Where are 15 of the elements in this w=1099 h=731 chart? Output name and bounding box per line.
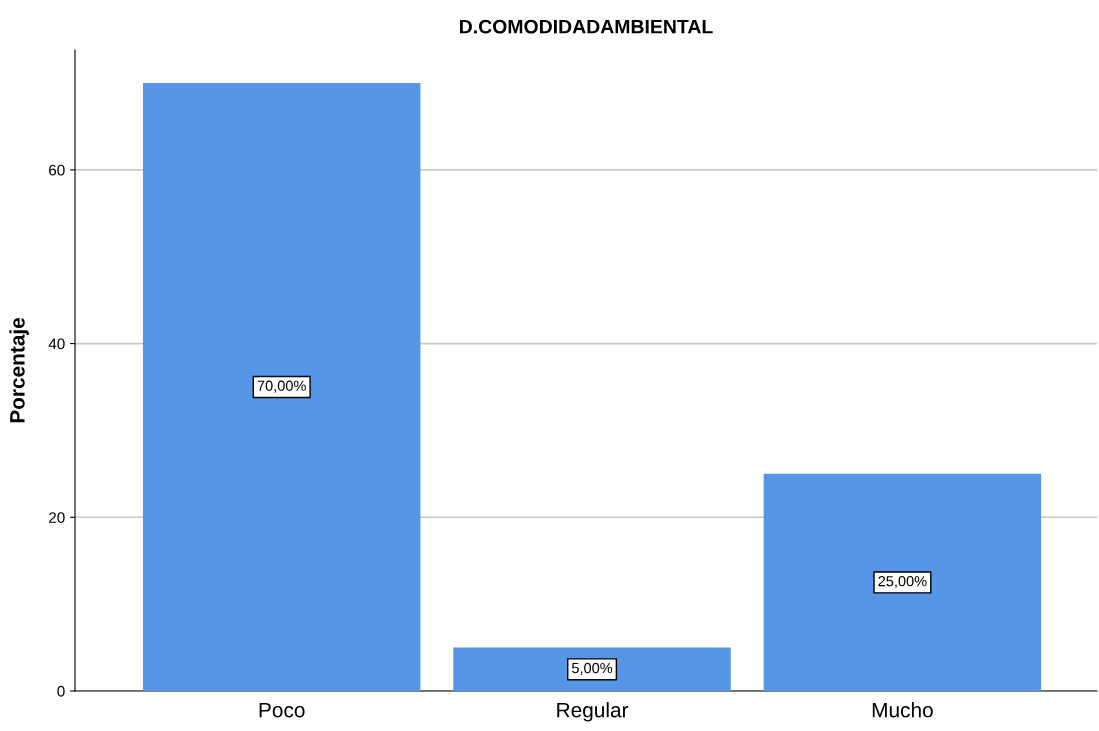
x-tick-label: Regular — [557, 702, 629, 722]
y-tick-label: 0 — [57, 685, 65, 697]
x-tick-label: Mucho — [872, 702, 933, 718]
y-tick-label: 20 — [49, 512, 65, 523]
data-label: 70,00% — [257, 380, 306, 393]
bar — [142, 83, 421, 691]
y-axis-title: Porcentaje — [9, 317, 29, 423]
chart-title: D.COMODIDADAMBIENTAL — [460, 19, 713, 34]
y-tick-label: 40 — [48, 338, 65, 350]
data-label: 25,00% — [878, 576, 927, 589]
bar — [453, 647, 731, 691]
data-label: 5,00% — [571, 662, 613, 675]
x-tick-label: Poco — [259, 702, 305, 718]
y-tick-label: 60 — [49, 164, 65, 176]
bar — [763, 473, 1042, 691]
